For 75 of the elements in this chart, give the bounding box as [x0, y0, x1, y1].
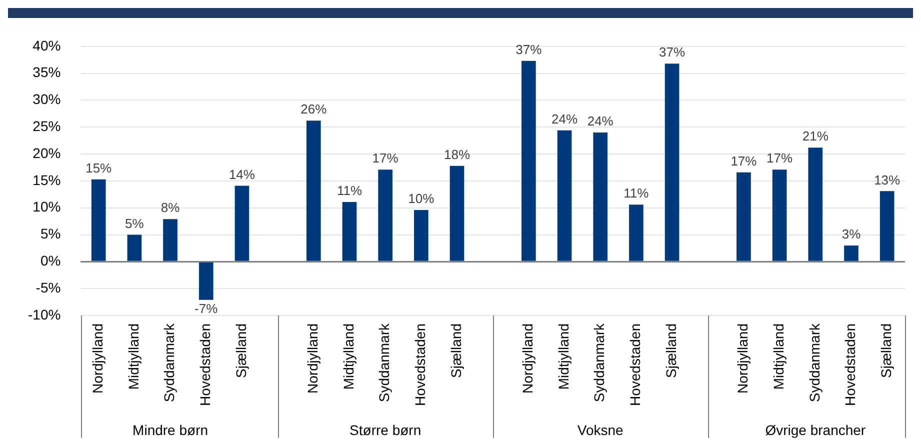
- data-label: 26%: [300, 102, 328, 117]
- data-label: 24%: [587, 114, 614, 129]
- data-label: 3%: [842, 226, 862, 242]
- y-tick-label: 30%: [32, 91, 61, 108]
- bar: [414, 210, 428, 261]
- text: Voksne: [577, 422, 624, 438]
- bar: [844, 246, 858, 261]
- y-tick-label: 20%: [32, 144, 61, 161]
- x-tick-label: Sjælland: [878, 323, 894, 378]
- data-label: 18%: [444, 146, 470, 162]
- x-tick-label: Hovedstaden: [196, 323, 213, 406]
- text: Øvrige brancher: [765, 422, 866, 438]
- x-tick-label: Nordjylland: [89, 323, 106, 394]
- x-tick-label: Hovedstaden: [412, 323, 428, 406]
- x-tick-label: Midtjylland: [555, 323, 572, 390]
- x-tick-label: Syddanmark: [376, 322, 392, 402]
- x-tick-label: Midtjylland: [125, 323, 142, 390]
- data-label: 13%: [874, 172, 901, 188]
- data-label: 17%: [372, 150, 399, 166]
- y-tick-label: 40%: [32, 37, 61, 54]
- bar: [342, 202, 357, 261]
- y-tick-label: -5%: [36, 279, 61, 296]
- x-tick-label: Sjælland: [448, 323, 464, 378]
- data-label: 17%: [730, 153, 758, 168]
- data-label: 37%: [659, 44, 686, 60]
- data-label: 8%: [160, 200, 180, 216]
- bar: [127, 234, 142, 261]
- x-tick-label: Midtjylland: [340, 323, 356, 390]
- bar: [880, 191, 894, 261]
- x-tick-label: Syddanmark: [161, 322, 178, 402]
- bar: [557, 130, 572, 261]
- bar: [91, 179, 106, 261]
- text: Større børn: [350, 422, 422, 438]
- y-tick-label: 25%: [32, 118, 61, 134]
- data-label: 11%: [624, 186, 650, 201]
- x-tick-label: Sjælland: [232, 323, 249, 378]
- bar: [522, 60, 536, 261]
- y-tick-label: 35%: [32, 64, 61, 80]
- data-label: 14%: [228, 166, 256, 182]
- bar: [808, 148, 823, 261]
- data-label: 17%: [766, 150, 794, 166]
- bar: [629, 204, 644, 261]
- data-label: 5%: [125, 216, 144, 231]
- y-tick-label: 0%: [40, 252, 61, 269]
- data-label: 37%: [516, 42, 542, 58]
- y-tick-label: 10%: [32, 198, 61, 215]
- y-tick-label: 15%: [32, 172, 61, 188]
- x-tick-label: Nordjylland: [520, 323, 536, 394]
- bar: [772, 170, 787, 261]
- y-tick-label: -10%: [28, 306, 61, 322]
- bar: [198, 262, 214, 300]
- data-label: 15%: [86, 160, 112, 176]
- x-tick-label: Nordjylland: [734, 323, 751, 394]
- x-tick-label: Syddanmark: [591, 322, 608, 402]
- bar: [163, 219, 178, 261]
- data-label: 11%: [336, 183, 362, 198]
- x-tick-label: Hovedstaden: [627, 323, 644, 406]
- y-tick-label: 5%: [40, 226, 61, 242]
- data-label: 10%: [408, 191, 435, 206]
- x-tick-label: Hovedstaden: [842, 323, 858, 406]
- bar: [664, 64, 680, 261]
- x-tick-label: Sjælland: [662, 323, 679, 378]
- data-label: 21%: [802, 128, 829, 144]
- bar: [378, 170, 392, 261]
- x-tick-label: Midtjylland: [770, 323, 786, 390]
- x-tick-label: Nordjylland: [304, 323, 320, 394]
- data-label: 24%: [552, 111, 578, 126]
- bar: [736, 172, 751, 261]
- bar: [306, 120, 321, 261]
- x-tick-label: Syddanmark: [806, 322, 822, 402]
- bar: [234, 186, 250, 261]
- bar: [450, 166, 464, 261]
- data-label: -7%: [194, 300, 218, 316]
- bar: [593, 132, 608, 261]
- text: Mindre børn: [132, 422, 208, 438]
